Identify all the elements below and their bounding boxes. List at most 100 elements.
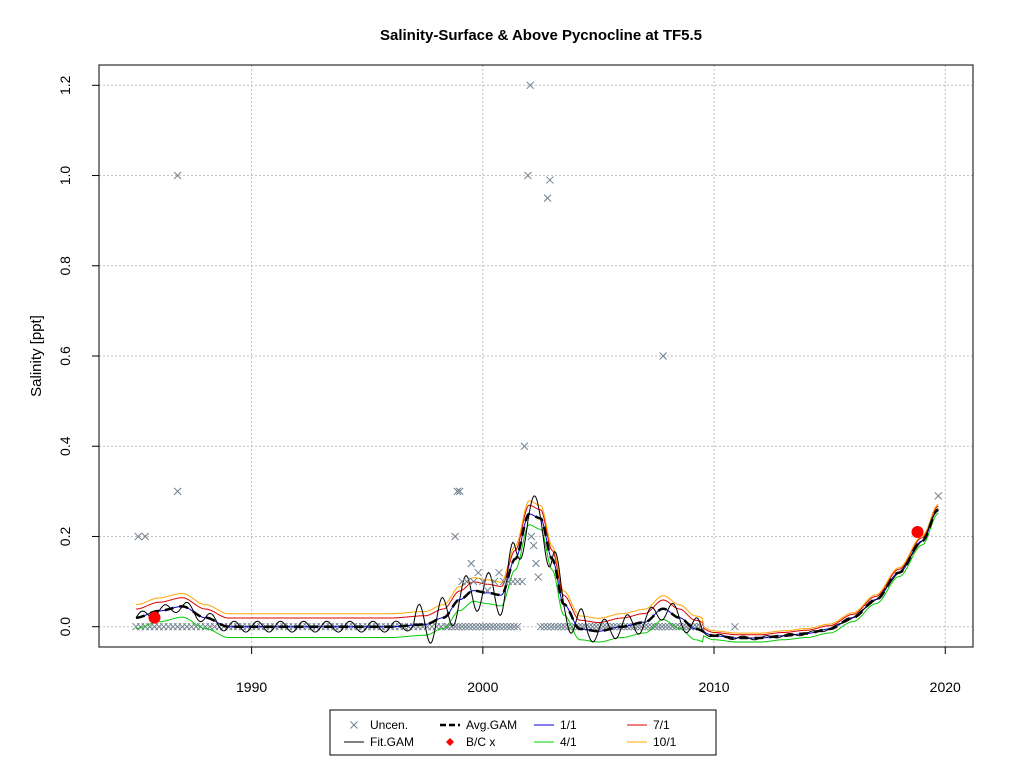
baseline-point — [510, 622, 518, 631]
uncen-point — [546, 176, 554, 184]
legend-label: 10/1 — [653, 735, 677, 749]
uncen-point — [934, 492, 943, 500]
baseline-point — [513, 622, 522, 631]
uncen-point — [451, 532, 459, 541]
uncen-point — [520, 442, 529, 451]
uncen-point — [524, 171, 532, 180]
baseline-point — [499, 622, 508, 631]
y-tick-label: 0.0 — [57, 617, 73, 637]
x-tick-label: 2010 — [698, 679, 729, 695]
baseline-point — [651, 622, 659, 631]
legend-item-s1: 1/1 — [534, 718, 577, 732]
y-tick-label: 1.0 — [57, 166, 73, 186]
series-lines — [135, 495, 939, 644]
legend-label: 4/1 — [560, 735, 577, 749]
legend-item-s10: 10/1 — [627, 735, 677, 749]
legend-item-bc: B/C x — [446, 735, 495, 749]
chart-title: Salinity-Surface & Above Pycnocline at T… — [380, 27, 702, 44]
uncen-point — [462, 577, 471, 586]
baseline-point — [588, 622, 597, 631]
baseline-point — [540, 622, 548, 631]
bc-point — [148, 611, 161, 624]
uncen-point — [469, 577, 478, 586]
y-tick-label: 0.8 — [57, 256, 73, 276]
uncen-point — [532, 559, 540, 568]
y-tick-label: 0.6 — [57, 346, 73, 366]
baseline-point — [554, 622, 562, 631]
axes: 1990 2000 2010 2020 0.0 0.2 0.4 0.6 0.8 1.0 1.2 — [57, 64, 974, 695]
baseline-point — [547, 622, 555, 631]
uncen-point — [455, 487, 464, 496]
baseline-point — [451, 622, 459, 631]
uncen-point — [495, 568, 503, 577]
baseline-point — [454, 622, 463, 631]
baseline-point — [543, 622, 552, 631]
grid — [99, 65, 973, 647]
uncen-point — [490, 577, 499, 586]
uncen-point — [474, 568, 483, 577]
legend-item-s4: 4/1 — [534, 735, 577, 749]
baseline-point — [496, 622, 505, 631]
uncen-point — [659, 352, 668, 360]
uncen-point — [173, 171, 182, 180]
avg-gam-line — [135, 508, 939, 640]
bc-point — [911, 525, 924, 538]
legend-item-s7: 7/1 — [627, 718, 670, 732]
baseline-point — [489, 622, 498, 631]
legend-label: 7/1 — [653, 718, 670, 732]
baseline-point — [661, 622, 670, 631]
baseline-point — [485, 622, 494, 631]
baseline-point — [644, 622, 652, 631]
legend-box — [329, 709, 717, 756]
baseline-point — [468, 622, 477, 631]
uncen-point — [529, 541, 538, 550]
baseline-point — [672, 622, 680, 631]
baseline-point — [478, 622, 487, 631]
uncen-point — [526, 81, 535, 90]
baseline-point — [550, 622, 559, 631]
legend-item-uncen: Uncen. — [350, 718, 408, 732]
baseline-point — [658, 622, 666, 631]
baseline-point — [503, 622, 511, 631]
baseline-point — [536, 622, 545, 631]
legend-label: 1/1 — [560, 718, 577, 732]
series-7-line — [136, 504, 939, 636]
legend-label: Uncen. — [370, 718, 408, 732]
baseline-point — [458, 622, 466, 631]
series-10-line — [135, 500, 939, 634]
legend: Uncen. Avg.GAM 1/1 7/1 Fit.GAM B/C x 4/1 10/1 — [329, 709, 717, 756]
x-tick-label: 2000 — [467, 679, 498, 695]
uncen-point — [467, 559, 476, 568]
legend-symbol — [446, 738, 454, 746]
data-points — [134, 81, 943, 624]
baseline-point — [647, 622, 656, 631]
uncen-point — [527, 532, 536, 541]
uncen-point — [173, 487, 182, 496]
y-tick-label: 1.2 — [57, 75, 73, 95]
baseline-point — [506, 622, 515, 631]
uncen-point — [478, 577, 487, 586]
uncen-point — [518, 577, 526, 586]
legend-label: Fit.GAM — [370, 735, 414, 749]
baseline-point — [482, 622, 491, 631]
baseline-point — [492, 622, 501, 631]
uncen-point — [534, 573, 543, 581]
baseline-point — [557, 622, 566, 631]
uncen-point — [483, 586, 492, 595]
baseline-point — [668, 622, 677, 631]
baseline-point — [623, 622, 632, 631]
legend-item-avg_gam: Avg.GAM — [440, 718, 517, 732]
uncen-point — [134, 532, 143, 541]
legend-label: Avg.GAM — [466, 718, 517, 732]
baseline-point — [461, 622, 470, 631]
baseline-point — [730, 622, 739, 631]
y-tick-label: 0.2 — [57, 527, 73, 547]
legend-item-fit_gam: Fit.GAM — [344, 735, 414, 749]
baseline-point — [444, 622, 452, 631]
y-axis-label: Salinity [ppt] — [28, 315, 45, 397]
y-tick-label: 0.4 — [57, 436, 73, 456]
uncen-point — [141, 532, 150, 541]
uncen-point — [543, 194, 552, 202]
uncen-point — [453, 487, 462, 496]
legend-label: B/C x — [466, 735, 495, 749]
